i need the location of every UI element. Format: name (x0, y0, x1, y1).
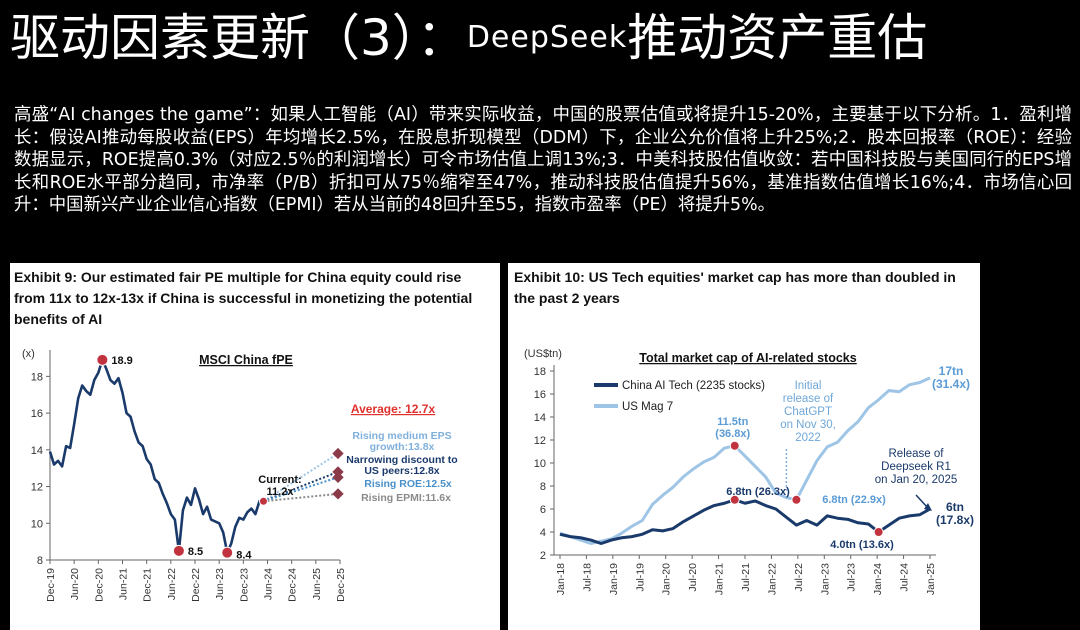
ex9-y-unit: (x) (22, 348, 35, 360)
ex9-x-tick-label: Jun-23 (214, 568, 226, 600)
ex9-max-label: 18.9 (111, 355, 132, 367)
ex10-y-tick-label: 16 (534, 389, 546, 401)
ex9-scenario-line (262, 452, 339, 503)
ex9-scenario-label: Rising medium EPS growth:13.8x (352, 430, 451, 453)
ex9-current-marker (258, 496, 268, 506)
ex10-y-unit: (US$tn) (524, 348, 562, 360)
ex9-scenario-line (263, 476, 339, 503)
ex10-x-tick-label: Jul-21 (740, 563, 752, 592)
ex9-x-tick-label: Jun-21 (118, 568, 130, 600)
ex9-max-marker (96, 353, 109, 366)
exhibit-10-chart: (US$tn) 2 4 6 8 10 12 14 16 18 Jan-18 Jul-18 Jan-19 J… (524, 348, 974, 595)
ex10-us-line (559, 376, 931, 545)
ex10-x-tick-label: Jul-18 (581, 563, 593, 592)
ex10-y-tick-label: 14 (534, 412, 546, 424)
ex9-y-tick-label: 12 (31, 482, 43, 494)
exhibit-10-panel: Exhibit 10: US Tech equities' market cap… (508, 263, 980, 630)
ex9-x-tick-label: Dec-25 (335, 568, 347, 602)
ex9-average-label: Average: 12.7x (351, 402, 436, 416)
ex9-x-tick-label: Dec-24 (287, 568, 299, 602)
exhibit-9-title: Exhibit 9: Our estimated fair PE multipl… (14, 269, 473, 327)
ex9-x-tick-label: Jun-20 (69, 568, 81, 600)
ex9-x-tick-label: Dec-22 (190, 568, 202, 602)
ex10-legend-label: US Mag 7 (622, 401, 673, 413)
ex10-x-tick-label: Jan-20 (661, 563, 673, 595)
exhibit-9-panel: Exhibit 9: Our estimated fair PE multipl… (10, 263, 500, 630)
ex10-y-tick-label: 12 (534, 435, 546, 447)
ex10-x-tick-label: Jan-24 (872, 563, 884, 595)
ex9-scenario-label: Rising EPMI:11.6x (361, 492, 451, 504)
ex10-x-tick-label: Jan-21 (714, 563, 726, 595)
slide-title: 驱动因素更新（3）：DeepSeek推动资产重估 (10, 2, 927, 74)
ex10-cn-peak-marker (729, 494, 740, 505)
ex10-deepseek-label: Release of Deepseek R1 on Jan 20, 2025 (875, 448, 958, 486)
ex10-legend-label: China AI Tech (2235 stocks) (622, 380, 765, 392)
ex9-min1-marker (172, 544, 185, 557)
ex10-x-tick-label: Jul-24 (899, 563, 911, 592)
ex9-y-tick-label: 18 (31, 371, 43, 383)
ex9-chart-title: MSCI China fPE (199, 353, 293, 367)
ex10-x-tick-label: Jul-19 (634, 563, 646, 592)
ex10-chatgpt-label: Initial release of ChatGPT on Nov 30, 2022 (780, 380, 836, 444)
ex10-x-tick-label: Jul-23 (846, 563, 858, 592)
ex9-scenario-marker (332, 471, 344, 484)
ex10-chart-title: Total market cap of AI-related stocks (639, 351, 856, 365)
ex10-us-end-label: 17tn (31.4x) (932, 364, 970, 391)
ex10-x-tick-label: Jan-25 (925, 563, 937, 595)
ex9-current-label: Current: 11.2x (258, 474, 301, 498)
ex10-deepseek-arrow (915, 494, 929, 509)
ex10-cn-low-marker (873, 527, 884, 537)
ex10-us-peak-label: 11.5tn (36.8x) (715, 416, 750, 440)
ex10-x-tick-label: Jul-22 (793, 563, 805, 592)
ex9-scenario-line (263, 492, 339, 503)
ex9-scenario-marker (332, 488, 344, 500)
title-brand: DeepSeek (466, 20, 628, 55)
ex10-x-tick-label: Jan-23 (819, 563, 831, 595)
ex10-cn-peak-label: 6.8tn (26.3x) (726, 486, 790, 498)
ex9-y-tick-label: 14 (31, 445, 43, 457)
ex10-china-line (559, 498, 931, 545)
ex9-y-tick-label: 16 (31, 408, 43, 420)
title-prefix: 驱动因素更新（3）： (10, 9, 467, 67)
exhibit-9-chart: (x) 8 10 12 14 16 18 Dec-19 Jun-20 Dec-20 Jun-21 De… (22, 348, 458, 602)
ex9-min1-label: 8.5 (188, 546, 203, 558)
ex10-x-tick-label: Jan-22 (766, 563, 778, 595)
ex10-us-peak-marker (729, 440, 740, 451)
ex10-y-tick-label: 4 (540, 527, 546, 539)
ex9-scenario-label: Narrowing discount to US peers:12.8x (346, 454, 457, 477)
summary-paragraph: 高盛“AI changes the game”：如果人工智能（AI）带来实际收益… (14, 105, 1072, 215)
ex9-x-tick-label: Dec-21 (142, 568, 154, 602)
ex10-cn-low-label: 4.0tn (13.6x) (830, 539, 894, 551)
ex9-x-tick-label: Dec-19 (45, 568, 57, 602)
ex9-x-tick-label: Dec-20 (93, 568, 105, 602)
ex9-min2-marker (221, 546, 234, 559)
ex10-x-tick-label: Jan-19 (608, 563, 620, 595)
ex10-y-tick-label: 6 (540, 504, 546, 516)
ex10-y-tick-label: 2 (540, 550, 546, 562)
ex9-series-line (48, 358, 264, 554)
exhibit-10-title: Exhibit 10: US Tech equities' market cap… (514, 269, 956, 306)
ex9-y-tick-label: 10 (31, 518, 43, 530)
ex9-min2-label: 8.4 (236, 550, 252, 562)
ex9-scenario-label: Rising ROE:12.5x (364, 478, 452, 490)
ex10-us-2022-label: 6.8tn (22.9x) (822, 494, 886, 506)
ex10-x-tick-label: Jul-20 (687, 563, 699, 592)
ex10-y-tick-label: 8 (540, 481, 546, 493)
ex9-x-tick-label: Jun-25 (311, 568, 323, 600)
ex10-cn-end-label: 6tn (17.8x) (936, 500, 974, 527)
ex9-x-tick-label: Dec-23 (238, 568, 250, 602)
title-suffix: 推动资产重估 (627, 9, 928, 67)
ex10-y-tick-label: 18 (534, 366, 546, 378)
ex10-us-2022-marker (791, 494, 802, 505)
ex10-y-tick-label: 10 (534, 458, 546, 470)
ex10-x-tick-label: Jan-18 (555, 563, 567, 595)
ex9-scenario-marker (332, 447, 344, 460)
ex10-deepseek-arrowhead (924, 503, 932, 511)
ex9-x-tick-label: Jun-22 (166, 568, 178, 600)
ex9-x-tick-label: Jun-24 (263, 568, 275, 600)
ex9-y-tick-label: 8 (37, 555, 43, 567)
